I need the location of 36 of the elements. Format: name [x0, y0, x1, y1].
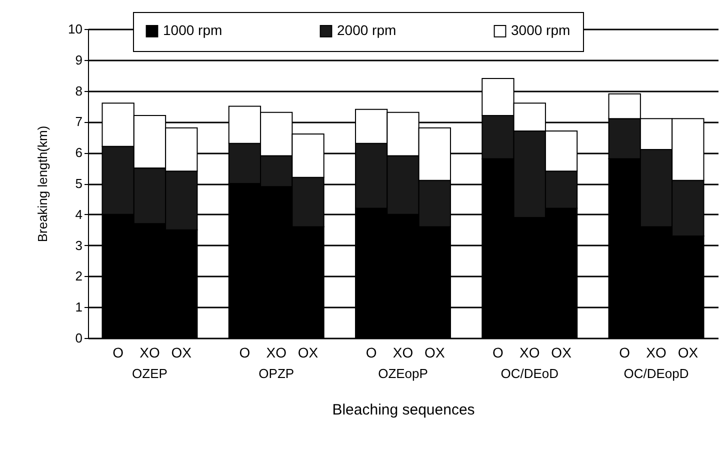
y-tick-label: 1 [75, 300, 82, 315]
x-tick-label: OX [551, 344, 572, 360]
x-tick-label: XO [520, 344, 540, 360]
x-tick-label: OX [298, 344, 319, 360]
text: OC/DEopD [624, 366, 689, 381]
x-tick-label: XO [646, 344, 666, 360]
y-tick-label: 10 [68, 22, 82, 36]
y-tick-label: 5 [75, 176, 82, 191]
legend-label: 1000 rpm [163, 22, 222, 38]
y-tick-label: 3 [75, 238, 82, 253]
x-tick-label: O [239, 344, 250, 360]
x-axis-title: Bleaching sequences [332, 402, 475, 418]
text: OPZP [258, 366, 294, 381]
y-tick-label: 0 [75, 330, 82, 346]
legend-label: 2000 rpm [337, 22, 396, 38]
x-tick-label: XO [266, 344, 287, 360]
y-tick-label: 2 [75, 268, 82, 284]
text: OC/DEoD [500, 366, 559, 381]
x-tick-label: O [492, 344, 504, 360]
x-tick-label: O [366, 344, 377, 360]
y-tick-label: 6 [75, 145, 82, 160]
x-tick-label: OX [424, 344, 446, 360]
y-tick-label: 7 [75, 114, 82, 130]
y-tick-label: 9 [75, 52, 82, 68]
y-tick-label: 8 [75, 83, 82, 98]
x-tick-label: XO [140, 344, 160, 360]
x-tick-label: OX [171, 344, 192, 360]
x-tick-label: O [112, 344, 124, 360]
x-tick-label: OX [678, 344, 699, 360]
y-tick-label: 4 [75, 206, 82, 222]
x-tick-label: O [619, 344, 630, 360]
text: OZEP [132, 366, 168, 381]
legend-label: 3000 rpm [511, 22, 570, 38]
text: OZEopP [378, 366, 428, 381]
x-tick-label: XO [392, 344, 414, 360]
y-axis-title: Breaking length(km) [35, 126, 50, 242]
